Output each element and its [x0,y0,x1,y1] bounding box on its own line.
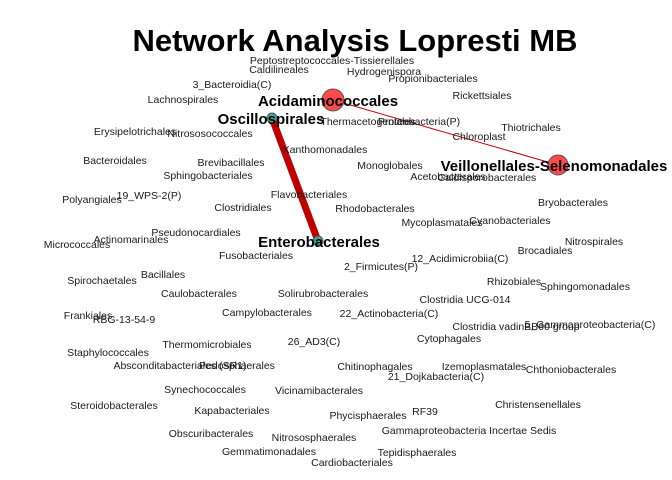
node-label-tepidisphaerales: Tepidisphaerales [378,447,457,459]
node-label-caldilineales: Caldilineales [249,64,309,76]
node-label-thermomicrobiales: Thermomicrobiales [162,339,251,351]
node-label-monoglobales: Monoglobales [357,160,422,172]
node-label-xanthomonadales: Xanthomonadales [283,144,368,156]
node-label-spirochaetales: Spirochaetales [67,275,136,287]
node-label-chloroplast: Chloroplast [452,131,505,143]
node-label-acetobacterales: Acetobacterales [410,171,485,183]
edge-oscillospirales-to-enterobacterales [268,116,322,243]
node-label-frankiales: Frankiales [64,310,112,322]
node-label-campylobacterales: Campylobacterales [222,307,312,319]
node-label-12-acidimicrobiia-c: 12_Acidimicrobiia(C) [412,253,509,265]
node-label-21-dojkabacteria-c: 21_Dojkabacteria(C) [388,371,484,383]
edge-acidaminococcales-to-veillonellales-selenomonadales [332,99,559,166]
node-enterobacterales [312,235,324,247]
node-label-chthoniobacterales: Chthoniobacterales [526,364,616,376]
node-label-synechococcales: Synechococcales [164,384,246,396]
node-layer [266,88,569,247]
node-label-caulobacterales: Caulobacterales [161,288,237,300]
node-label-chitinophagales: Chitinophagales [337,361,412,373]
node-label-christensenellales: Christensenellales [495,399,581,411]
node-label-cardiobacteriales: Cardiobacteriales [311,457,393,469]
node-label-5-gammaproteobacteria-c: 5_Gammaproteobacteria(C) [525,319,656,331]
node-acidaminococcales [321,88,345,112]
node-label-nitrospirales: Nitrospirales [565,236,623,248]
hub-label-acidaminococcales: Acidaminococcales [258,93,398,110]
node-label-gammaproteobacteria-incertae-sedis: Gammaproteobacteria Incertae Sedis [382,425,557,437]
node-label-izemoplasmatales: Izemoplasmatales [442,361,527,373]
node-label-vicinamibacterales: Vicinamibacterales [275,385,363,397]
node-label-fusobacteriales: Fusobacteriales [219,250,293,262]
node-label-26-ad3-c: 26_AD3(C) [288,336,341,348]
node-label-actinomarinales: Actinomarinales [94,234,169,246]
node-label-thiotrichales: Thiotrichales [501,122,561,134]
node-label-phycisphaerales: Phycisphaerales [329,410,406,422]
node-label-hydrogenispora: Hydrogenispora [347,66,421,78]
node-label-absconditabacteriales-sr1: Absconditabacteriales (SR1) [113,360,246,372]
node-label-clostridia-ucg-014: Clostridia UCG-014 [419,294,510,306]
node-label-lachnospirales: Lachnospirales [148,94,219,106]
node-veillonellales-selenomonadales [547,154,569,176]
node-label-flavobacteriales: Flavobacteriales [271,189,347,201]
node-label-rhodobacterales: Rhodobacterales [335,203,414,215]
edge-layer [268,99,559,243]
node-label-cyanobacteriales: Cyanobacteriales [469,215,550,227]
node-label-sphingobacteriales: Sphingobacteriales [163,170,252,182]
node-label-thermacetogeniales: Thermacetogeniales [320,116,415,128]
node-label-brevibacillales: Brevibacillales [197,157,264,169]
node-label-rhizobiales: Rhizobiales [487,276,541,288]
node-label-obscuribacterales: Obscuribacterales [169,428,254,440]
node-label-pedosphaerales: Pedosphaerales [199,360,275,372]
node-label-rbg-13-54-9: RBG-13-54-9 [93,314,156,326]
hub-label-enterobacterales: Enterobacterales [258,234,380,251]
node-label-19-wps-2-p: 19_WPS-2(P) [117,190,182,202]
node-label-brocadiales: Brocadiales [518,245,573,257]
node-label-2-firmicutes-p: 2_Firmicutes(P) [344,261,418,273]
node-label-bacteroidales: Bacteroidales [83,155,147,167]
node-label-micrococcales: Micrococcales [44,239,111,251]
node-label-erysipelotrichales: Erysipelotrichales [94,126,176,138]
node-oscillospirales [266,112,278,124]
hub-label-oscillospirales: Oscillospirales [218,111,325,128]
node-label-proteobacteria-p: Proteobacteria(P) [378,116,460,128]
graph-title: Network Analysis Lopresti MB [132,23,577,58]
node-label-cytophagales: Cytophagales [417,333,481,345]
node-label-clostridiales: Clostridiales [214,202,271,214]
node-label-bryobacterales: Bryobacterales [538,197,608,209]
node-label-pseudonocardiales: Pseudonocardiales [151,227,240,239]
node-label-peptostreptococcales-tissierellales: Peptostreptococcales-Tissierellales [250,55,414,67]
node-label-22-actinobacteria-c: 22_Actinobacteria(C) [340,308,439,320]
node-label-clostridia-vadinbb60-group: Clostridia vadinBB60 group [452,321,579,333]
node-label-steroidobacterales: Steroidobacterales [70,400,158,412]
node-label-solirubrobacterales: Solirubrobacterales [278,288,368,300]
node-label-rf39: RF39 [412,406,438,418]
node-label-bacillales: Bacillales [141,269,185,281]
node-label-staphylococcales: Staphylococcales [67,347,149,359]
node-label-3-bacteroidia-c: 3_Bacteroidia(C) [193,79,272,91]
node-label-kapabacteriales: Kapabacteriales [194,405,269,417]
node-label-propionibacteriales: Propionibacteriales [388,73,477,85]
hub-label-veillonellales-selenomonadales: Veillonellales-Selenomonadales [441,158,668,175]
node-label-gemmatimonadales: Gemmatimonadales [222,446,316,458]
node-label-nitrososphaerales: Nitrososphaerales [272,432,357,444]
node-label-sphingomonadales: Sphingomonadales [540,281,630,293]
node-label-rickettsiales: Rickettsiales [453,90,512,102]
node-label-nitrososococcales: Nitrososococcales [167,128,252,140]
node-label-caldisporobacterales: Caldisporobacterales [438,172,537,184]
node-label-polyangiales: Polyangiales [62,194,122,206]
label-layer: Peptostreptococcales-TissierellalesCaldi… [44,55,656,469]
node-label-mycoplasmatales: Mycoplasmatales [401,217,482,229]
